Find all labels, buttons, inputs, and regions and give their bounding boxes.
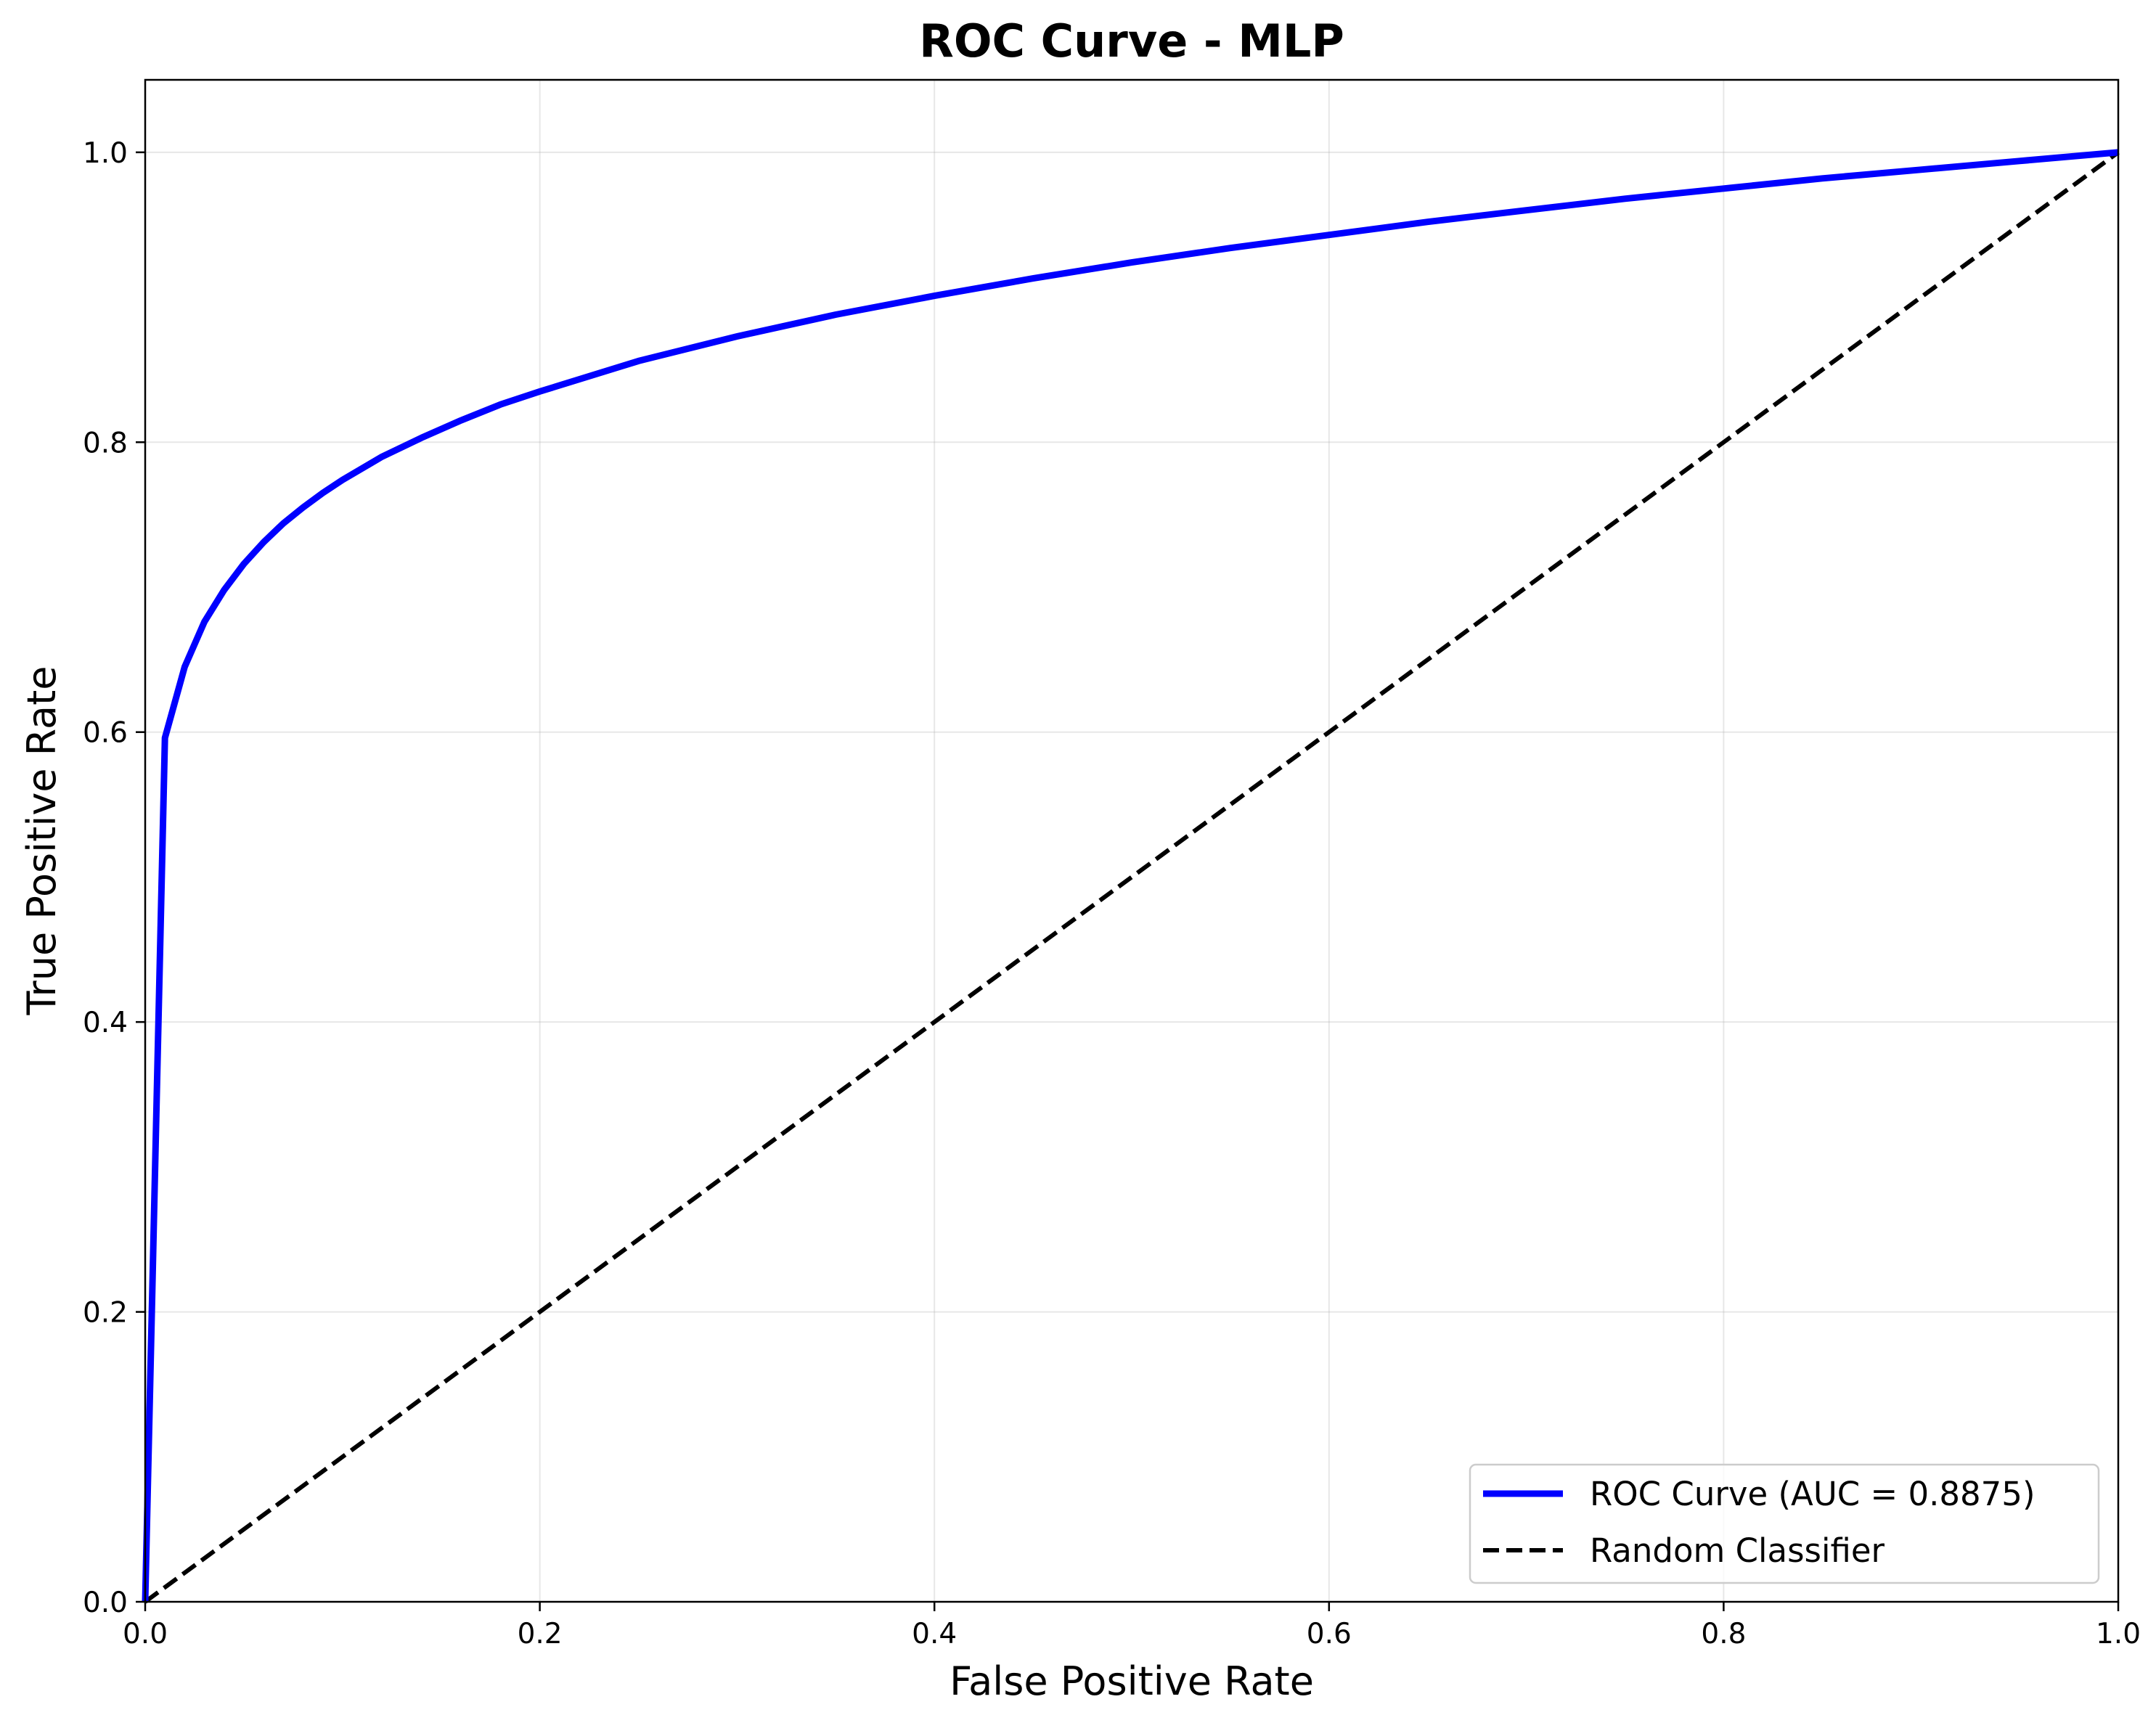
y-tick-label: 0.2 [83, 1297, 128, 1330]
y-tick-label: 0.6 [83, 717, 128, 750]
grid-lines [144, 80, 2119, 1603]
x-tick-label: 0.2 [518, 1618, 563, 1650]
y-tick-label: 1.0 [83, 137, 128, 170]
x-axis-label: False Positive Rate [950, 1658, 1314, 1704]
y-tick-label: 0.4 [83, 1007, 128, 1039]
legend-label-roc: ROC Curve (AUC = 0.8875) [1590, 1475, 2035, 1513]
x-tick-label: 0.8 [1701, 1618, 1746, 1650]
x-tick-label: 1.0 [2096, 1618, 2141, 1650]
plot-frame [144, 78, 2120, 1603]
y-tick-label: 0.8 [83, 427, 128, 459]
legend: ROC Curve (AUC = 0.8875) Random Classifi… [1469, 1463, 2100, 1584]
legend-label-random: Random Classifier [1590, 1531, 1885, 1570]
x-tick-label: 0.4 [912, 1618, 957, 1650]
x-tick-label: 0.6 [1307, 1618, 1352, 1650]
y-axis-label: True Positive Rate [19, 666, 65, 1015]
chart-title: ROC Curve - MLP [919, 15, 1344, 67]
y-tick-label: 0.0 [83, 1587, 128, 1619]
series-layer [142, 149, 2120, 1604]
x-tick-label: 0.0 [123, 1618, 168, 1650]
roc-curve-line [142, 149, 2119, 1603]
legend-box [1469, 1463, 2100, 1584]
random-classifier-line [144, 150, 2120, 1604]
plot-area-background [145, 80, 2118, 1602]
axis-ticks: 0.0 0.2 0.4 0.6 0.8 1.0 0.0 0.2 0.4 0.6 0.8 1.0 [83, 137, 2141, 1650]
